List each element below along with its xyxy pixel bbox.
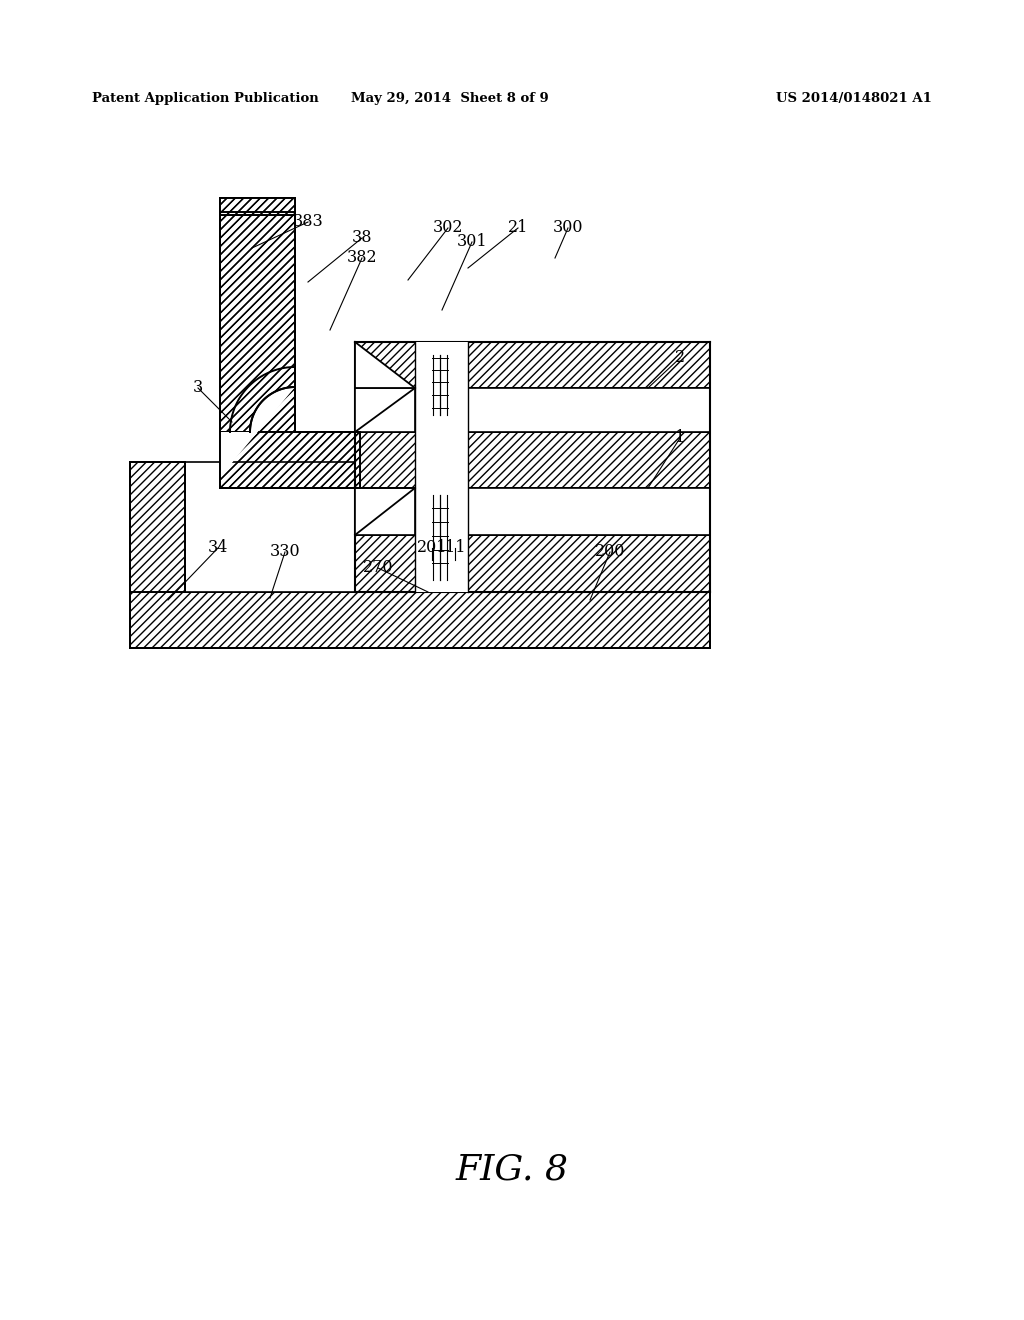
Polygon shape bbox=[355, 342, 415, 388]
Text: 200: 200 bbox=[595, 544, 626, 561]
Text: 300: 300 bbox=[553, 219, 584, 236]
Text: Patent Application Publication: Patent Application Publication bbox=[92, 92, 318, 106]
Bar bbox=[355, 432, 710, 488]
Bar bbox=[355, 342, 710, 388]
Bar bbox=[355, 432, 710, 488]
Text: 201: 201 bbox=[417, 540, 447, 557]
Text: 3: 3 bbox=[193, 380, 203, 396]
Bar bbox=[220, 213, 295, 432]
Bar bbox=[220, 432, 360, 488]
Bar bbox=[295, 432, 360, 488]
Text: 2: 2 bbox=[675, 350, 685, 367]
Text: 383: 383 bbox=[293, 214, 324, 231]
Text: FIG. 8: FIG. 8 bbox=[456, 1152, 568, 1187]
Text: 1: 1 bbox=[675, 429, 685, 446]
Polygon shape bbox=[220, 367, 295, 498]
Text: 34: 34 bbox=[208, 540, 228, 557]
Polygon shape bbox=[220, 387, 295, 477]
Bar bbox=[220, 198, 295, 215]
Text: 302: 302 bbox=[433, 219, 463, 236]
Bar bbox=[355, 388, 710, 432]
Text: 11: 11 bbox=[444, 540, 465, 557]
Bar bbox=[220, 213, 295, 432]
Bar bbox=[355, 488, 415, 535]
Text: 301: 301 bbox=[457, 234, 487, 251]
Bar bbox=[130, 591, 710, 648]
Polygon shape bbox=[220, 387, 295, 477]
Text: 270: 270 bbox=[362, 560, 393, 577]
Bar bbox=[355, 388, 415, 432]
Bar bbox=[220, 198, 295, 215]
Text: 330: 330 bbox=[269, 544, 300, 561]
Bar bbox=[220, 213, 295, 432]
Bar bbox=[355, 488, 710, 535]
Bar bbox=[185, 462, 355, 591]
Bar bbox=[355, 342, 710, 388]
Text: May 29, 2014  Sheet 8 of 9: May 29, 2014 Sheet 8 of 9 bbox=[351, 92, 549, 106]
Bar bbox=[220, 432, 360, 488]
Bar bbox=[130, 462, 185, 591]
Bar bbox=[220, 213, 295, 432]
Bar bbox=[220, 432, 360, 488]
Bar bbox=[220, 432, 360, 488]
Bar bbox=[355, 535, 710, 591]
Text: 38: 38 bbox=[352, 230, 373, 247]
Bar bbox=[415, 342, 468, 591]
Bar bbox=[130, 591, 710, 648]
Bar bbox=[220, 198, 295, 215]
Text: 21: 21 bbox=[508, 219, 528, 236]
Bar bbox=[130, 462, 185, 591]
Text: US 2014/0148021 A1: US 2014/0148021 A1 bbox=[776, 92, 932, 106]
Bar bbox=[220, 198, 295, 215]
Bar bbox=[355, 535, 710, 591]
Text: 382: 382 bbox=[347, 249, 377, 267]
